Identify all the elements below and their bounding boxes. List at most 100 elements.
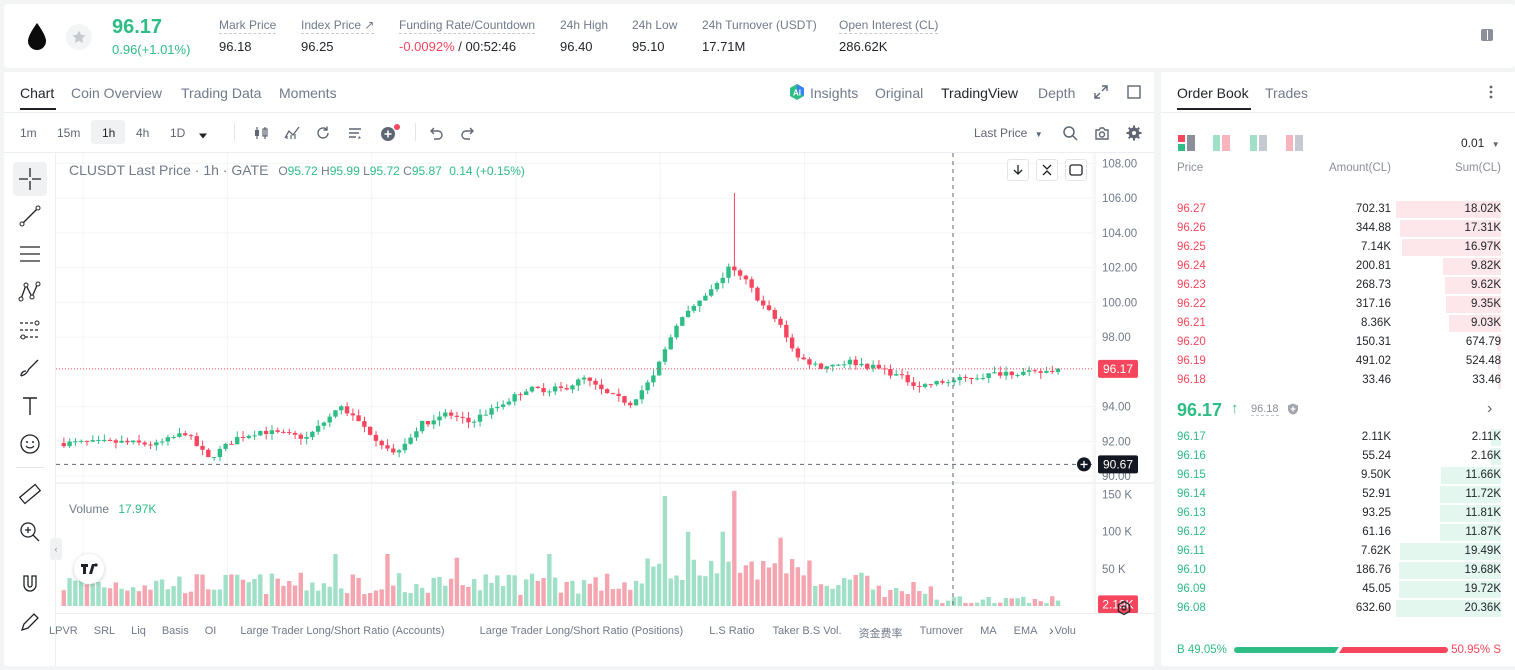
view-bids-icon[interactable] xyxy=(1250,135,1268,154)
tab-trading-data[interactable]: Trading Data xyxy=(181,85,262,101)
ruler-tool[interactable] xyxy=(18,482,42,509)
pattern-tool[interactable] xyxy=(18,280,42,307)
view-asks-bids-split-icon[interactable] xyxy=(1213,135,1231,154)
more-options-icon[interactable] xyxy=(1487,84,1495,103)
emoji-tool[interactable] xyxy=(18,432,42,459)
interval-1d[interactable]: 1D xyxy=(170,126,186,140)
indicator-taker-bs-vol[interactable]: Taker B.S Vol. xyxy=(772,625,842,637)
maximize-pane-button[interactable] xyxy=(1065,159,1087,181)
trendline-tool[interactable] xyxy=(18,204,42,231)
scroll-down-button[interactable] xyxy=(1007,159,1029,181)
arrow-down-icon xyxy=(1013,165,1023,175)
indicator-scroll-right-icon[interactable]: › xyxy=(1049,622,1054,638)
tab-coin-overview[interactable]: Coin Overview xyxy=(71,85,163,101)
candle-type-icon[interactable] xyxy=(253,125,269,144)
ask-row[interactable]: 96.22 317.16 9.35K xyxy=(1161,295,1515,314)
bid-row[interactable]: 96.08 632.60 20.36K xyxy=(1161,599,1515,618)
indicator-turnover[interactable]: Turnover xyxy=(919,625,964,637)
indicator-liq[interactable]: Liq xyxy=(131,625,146,637)
tab-order-book[interactable]: Order Book xyxy=(1177,85,1249,101)
indicator-ma[interactable]: MA xyxy=(980,625,997,637)
magnet-tool[interactable] xyxy=(18,572,42,599)
bid-row[interactable]: 96.13 93.25 11.81K xyxy=(1161,504,1515,523)
camera-icon[interactable] xyxy=(1094,125,1110,144)
indicator-ema[interactable]: EMA xyxy=(1013,625,1038,637)
fullscreen-icon[interactable] xyxy=(1094,85,1108,102)
tab-moments[interactable]: Moments xyxy=(279,85,337,101)
crosshair-tool[interactable] xyxy=(13,162,47,196)
view-tradingview[interactable]: TradingView xyxy=(941,85,1019,101)
interval-1h[interactable] xyxy=(91,120,125,144)
ask-row[interactable]: 96.20 150.31 674.79 xyxy=(1161,333,1515,352)
indicator-lpvr[interactable]: LPVR xyxy=(49,625,78,637)
redo-icon[interactable] xyxy=(460,125,476,144)
bid-row[interactable]: 96.14 52.91 11.72K xyxy=(1161,485,1515,504)
indicator-large-trader-positions[interactable]: Large Trader Long/Short Ratio (Positions… xyxy=(479,625,684,637)
view-insights[interactable]: Insights xyxy=(810,85,859,101)
indicator-volume[interactable]: Volu xyxy=(1054,625,1076,637)
tab-trades[interactable]: Trades xyxy=(1265,85,1309,101)
templates-icon[interactable] xyxy=(347,125,363,144)
price-chart[interactable]: 108.00 106.00 104.00 102.00 100.00 98.00 94.00… xyxy=(56,153,1154,613)
volume-bar xyxy=(697,575,702,606)
interval-15m[interactable]: 15m xyxy=(57,126,81,140)
indicator-srl[interactable]: SRL xyxy=(93,625,116,637)
bid-row[interactable]: 96.15 9.50K 11.66K xyxy=(1161,466,1515,485)
time-axis-settings-icon[interactable] xyxy=(1116,600,1132,619)
ai-insights-icon[interactable]: AI xyxy=(788,83,806,104)
volume-bar xyxy=(662,496,668,606)
tab-chart[interactable]: Chart xyxy=(20,85,55,101)
undo-icon[interactable] xyxy=(428,125,444,144)
price-type-select[interactable]: Last Price ▼ xyxy=(974,126,1043,140)
indicator-funding-rate[interactable]: 资金费率 xyxy=(858,628,903,640)
bid-row[interactable]: 96.10 186.76 19.68K xyxy=(1161,561,1515,580)
ask-row[interactable]: 96.21 8.36K 9.03K xyxy=(1161,314,1515,333)
view-asks-icon[interactable] xyxy=(1286,135,1304,154)
interval-dropdown-icon[interactable] xyxy=(198,129,208,143)
indicator-ls-ratio[interactable]: L.S Ratio xyxy=(709,625,755,637)
indicator-large-trader-accounts[interactable]: Large Trader Long/Short Ratio (Accounts) xyxy=(240,625,445,637)
legend-symbol: CLUSDT Last Price · 1h · GATE xyxy=(69,162,269,178)
bid-row[interactable]: 96.09 45.05 19.72K xyxy=(1161,580,1515,599)
collapse-pane-button[interactable] xyxy=(1036,159,1058,181)
stat-index-price[interactable]: Index Price ↗ 96.25 xyxy=(301,18,375,54)
indicators-icon[interactable] xyxy=(284,125,300,144)
view-both-icon[interactable] xyxy=(1178,135,1196,154)
bid-row[interactable]: 96.16 55.24 2.16K xyxy=(1161,447,1515,466)
text-tool[interactable] xyxy=(18,394,42,421)
add-alert-icon[interactable] xyxy=(379,123,401,146)
indicator-basis[interactable]: Basis xyxy=(161,625,189,637)
interval-1m[interactable]: 1m xyxy=(20,126,37,140)
ask-row[interactable]: 96.25 7.14K 16.97K xyxy=(1161,238,1515,257)
zoom-tool[interactable] xyxy=(18,520,42,547)
ask-row[interactable]: 96.26 344.88 17.31K xyxy=(1161,219,1515,238)
view-original[interactable]: Original xyxy=(875,85,924,101)
tick-size-select[interactable]: 0.01 ▼ xyxy=(1461,136,1500,150)
indicator-oi[interactable]: OI xyxy=(204,625,217,637)
replay-icon[interactable] xyxy=(315,125,331,144)
view-depth[interactable]: Depth xyxy=(1038,85,1076,101)
chevron-right-icon[interactable]: › xyxy=(1487,400,1493,417)
settings-gear-icon[interactable] xyxy=(1126,125,1142,144)
book-icon[interactable] xyxy=(1478,26,1496,47)
ask-row[interactable]: 96.18 33.46 33.46 xyxy=(1161,371,1515,390)
bid-row[interactable]: 96.11 7.62K 19.49K xyxy=(1161,542,1515,561)
candle-body xyxy=(298,434,303,439)
favorite-star-icon[interactable] xyxy=(66,24,92,50)
volume-bar xyxy=(570,580,575,606)
interval-4h[interactable]: 4h xyxy=(136,126,150,140)
eraser-tool[interactable] xyxy=(18,610,42,637)
bid-row[interactable]: 96.17 2.11K 2.11K xyxy=(1161,428,1515,447)
fib-tool[interactable] xyxy=(18,318,42,345)
volume-bar xyxy=(362,594,367,606)
search-icon[interactable] xyxy=(1062,125,1078,144)
bid-row[interactable]: 96.12 61.16 11.87K xyxy=(1161,523,1515,542)
collapse-toolbar-icon[interactable]: ‹ xyxy=(50,538,62,560)
ask-row[interactable]: 96.27 702.31 18.02K xyxy=(1161,200,1515,219)
ask-row[interactable]: 96.24 200.81 9.82K xyxy=(1161,257,1515,276)
window-icon[interactable] xyxy=(1127,85,1141,102)
brush-tool[interactable] xyxy=(18,356,42,383)
horizontal-lines-tool[interactable] xyxy=(18,242,42,269)
ask-row[interactable]: 96.19 491.02 524.48 xyxy=(1161,352,1515,371)
ask-row[interactable]: 96.23 268.73 9.62K xyxy=(1161,276,1515,295)
